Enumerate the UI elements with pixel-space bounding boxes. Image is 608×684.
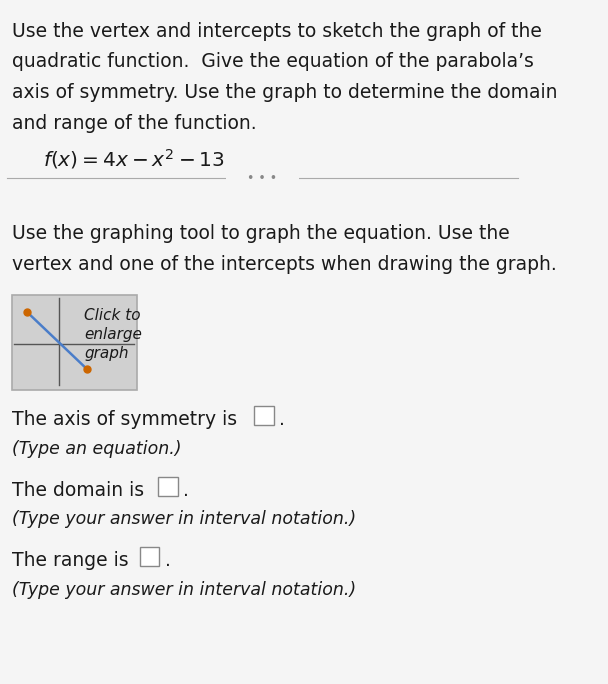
Text: .: .: [183, 481, 188, 500]
Text: The range is: The range is: [12, 551, 134, 570]
Text: graph: graph: [85, 346, 129, 361]
Text: (Type your answer in interval notation.): (Type your answer in interval notation.): [12, 581, 356, 598]
Text: $f(x) = 4x - x^2 - 13$: $f(x) = 4x - x^2 - 13$: [43, 148, 225, 172]
Text: enlarge: enlarge: [85, 327, 142, 342]
Text: axis of symmetry. Use the graph to determine the domain: axis of symmetry. Use the graph to deter…: [12, 83, 558, 102]
FancyBboxPatch shape: [254, 406, 274, 425]
Text: (Type an equation.): (Type an equation.): [12, 440, 181, 458]
Text: vertex and one of the intercepts when drawing the graph.: vertex and one of the intercepts when dr…: [12, 255, 556, 274]
Text: (Type your answer in interval notation.): (Type your answer in interval notation.): [12, 510, 356, 528]
Text: The axis of symmetry is: The axis of symmetry is: [12, 410, 243, 430]
Text: and range of the function.: and range of the function.: [12, 114, 257, 133]
FancyBboxPatch shape: [12, 295, 137, 390]
Text: Use the graphing tool to graph the equation. Use the: Use the graphing tool to graph the equat…: [12, 224, 510, 243]
Text: Use the vertex and intercepts to sketch the graph of the: Use the vertex and intercepts to sketch …: [12, 22, 542, 41]
FancyBboxPatch shape: [158, 477, 178, 496]
Text: .: .: [279, 410, 285, 430]
Text: Click to: Click to: [85, 308, 141, 323]
Text: • • •: • • •: [247, 172, 277, 185]
Text: .: .: [165, 551, 170, 570]
FancyBboxPatch shape: [226, 166, 299, 190]
FancyBboxPatch shape: [140, 547, 159, 566]
Text: The domain is: The domain is: [12, 481, 150, 500]
Text: quadratic function.  Give the equation of the parabola’s: quadratic function. Give the equation of…: [12, 53, 534, 72]
